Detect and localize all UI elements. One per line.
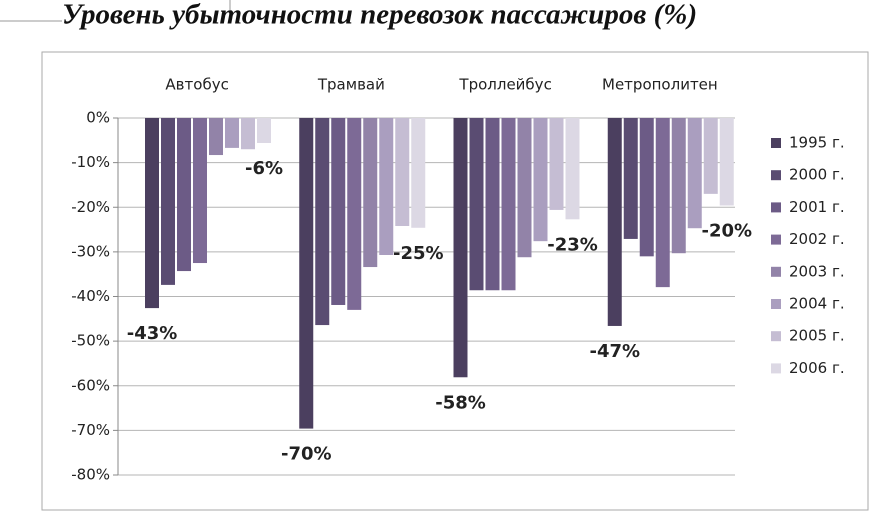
value-label: -70% — [281, 444, 332, 465]
category-label: Трамвай — [317, 76, 385, 94]
bar — [565, 118, 580, 220]
value-label: -23% — [547, 234, 598, 255]
bar — [363, 118, 378, 268]
bar — [177, 118, 191, 272]
bar — [485, 118, 500, 291]
y-tick-label: 0% — [86, 109, 110, 127]
legend-swatch — [771, 170, 781, 181]
bar — [655, 118, 670, 288]
legend-swatch — [771, 363, 781, 374]
value-label: -6% — [245, 158, 283, 179]
y-tick-label: -40% — [71, 287, 110, 305]
bar — [671, 118, 686, 254]
value-label: -47% — [589, 341, 640, 362]
bar — [517, 118, 532, 258]
bar — [469, 118, 484, 291]
legend-label: 2000 г. — [789, 166, 845, 184]
legend-swatch — [771, 299, 781, 309]
category-label: Троллейбус — [458, 76, 551, 94]
bar — [347, 118, 362, 310]
legend-label: 2005 г. — [789, 327, 845, 345]
y-tick-label: -80% — [71, 466, 110, 484]
bar — [533, 118, 548, 242]
bar — [145, 118, 159, 309]
bar — [257, 118, 271, 143]
legend-swatch — [771, 202, 781, 213]
legend-swatch — [771, 266, 781, 277]
bar — [639, 118, 654, 257]
legend-label: 2001 г. — [789, 198, 845, 216]
category-label: Автобус — [165, 76, 228, 94]
bar — [331, 118, 346, 305]
y-tick-label: -10% — [71, 153, 110, 171]
y-tick-label: -70% — [71, 421, 110, 439]
bar — [703, 118, 718, 194]
bar — [395, 118, 410, 226]
bar — [315, 118, 330, 326]
bar — [453, 118, 468, 378]
legend-label: 1995 г. — [789, 134, 845, 152]
y-tick-label: -60% — [71, 376, 110, 394]
y-tick-label: -20% — [71, 198, 110, 216]
value-label: -20% — [701, 220, 752, 241]
bar — [687, 118, 702, 229]
bar — [193, 118, 207, 264]
legend-label: 2006 г. — [789, 359, 845, 377]
legend-label: 2004 г. — [789, 295, 845, 313]
legend-swatch — [771, 234, 781, 245]
value-label: -43% — [127, 323, 178, 344]
legend-label: 2002 г. — [789, 230, 845, 248]
y-tick-label: -30% — [71, 242, 110, 260]
bar — [299, 118, 314, 429]
chart-title: Уровень убыточности перевозок пассажиров… — [62, 0, 697, 31]
legend-swatch — [771, 138, 781, 148]
value-label: -25% — [393, 243, 444, 264]
bar — [719, 118, 734, 206]
bar — [241, 118, 255, 150]
bar — [225, 118, 239, 148]
bar — [623, 118, 638, 239]
bar — [501, 118, 516, 291]
bar — [607, 118, 622, 326]
value-label: -58% — [435, 392, 486, 413]
bar — [209, 118, 223, 156]
bar — [549, 118, 564, 210]
legend-swatch — [771, 331, 781, 342]
bar — [379, 118, 394, 255]
category-label: Метрополитен — [602, 76, 718, 94]
bar — [161, 118, 175, 285]
legend-label: 2003 г. — [789, 262, 845, 280]
y-tick-label: -50% — [71, 332, 110, 350]
bar — [411, 118, 426, 228]
